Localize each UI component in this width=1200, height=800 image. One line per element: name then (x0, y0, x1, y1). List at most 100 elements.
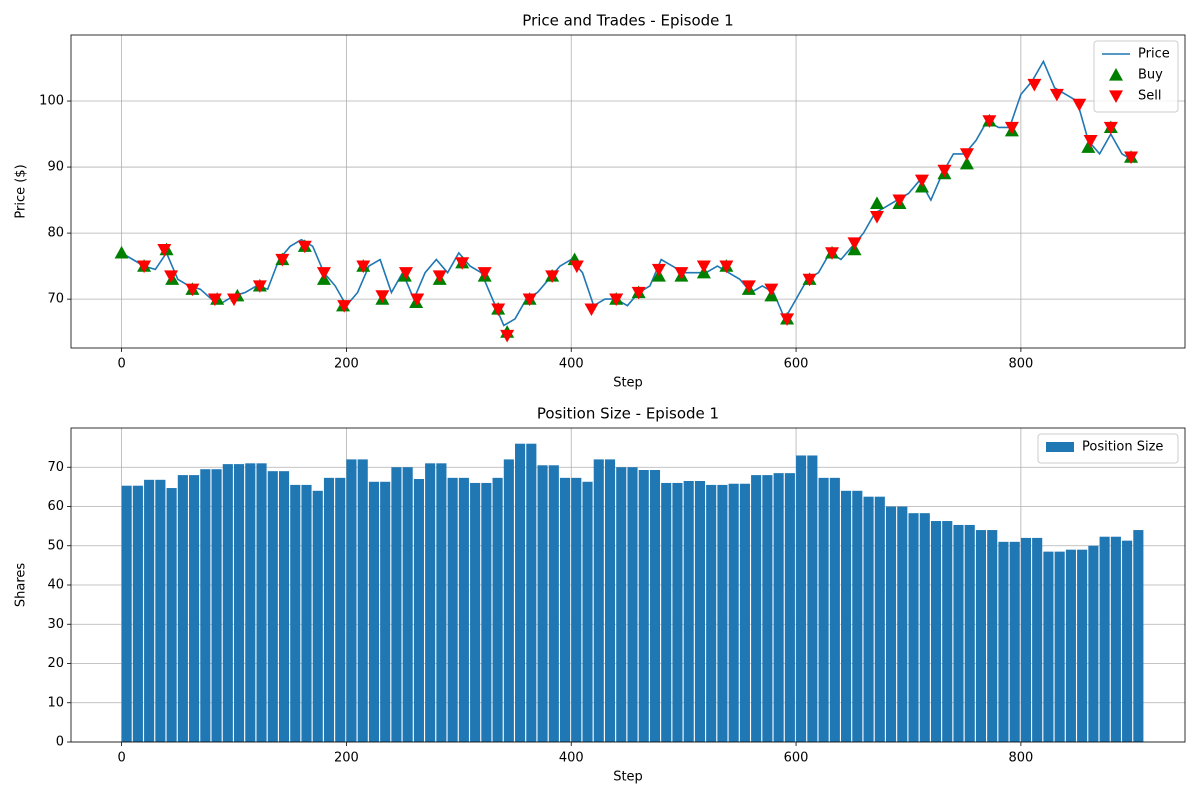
bar (863, 496, 874, 742)
sell-marker (226, 293, 241, 307)
legend-label: Position Size (1082, 440, 1163, 455)
bar (447, 477, 458, 742)
sell-marker (892, 194, 907, 208)
sell-marker (398, 267, 413, 280)
axes-frame (70, 427, 1186, 743)
sell-marker (455, 257, 470, 270)
bar (380, 481, 391, 742)
buy-marker (114, 245, 129, 259)
x-tick-label: 200 (334, 751, 359, 766)
x-tick-label: 800 (1008, 357, 1033, 372)
subplot: 0 200 400 600 800 70 80 90 100 Price and Trades -… (14, 12, 1186, 391)
sell-marker (869, 210, 884, 224)
sell-marker (164, 270, 179, 284)
bar (1043, 551, 1054, 742)
sell-marker (410, 293, 425, 307)
bar (166, 488, 177, 742)
sell-marker (185, 283, 200, 297)
bar (897, 506, 908, 742)
x-tick-label: 400 (559, 357, 584, 372)
bar (267, 471, 278, 742)
bar (694, 480, 706, 742)
bar (784, 473, 795, 742)
x-tick-label: 600 (784, 751, 809, 766)
bar (278, 471, 290, 742)
sell-marker (959, 148, 974, 161)
sell-marker (545, 270, 560, 284)
sell-marker (1103, 121, 1118, 135)
bar (1077, 549, 1088, 742)
sell-marker (157, 244, 172, 257)
sell-marker (609, 293, 624, 307)
bar (661, 482, 672, 742)
sell-marker (982, 115, 997, 128)
subplot: 0 200 400 600 800 0 10 20 30 40 50 60 70 Position Siz… (14, 405, 1186, 785)
y-tick-label: 60 (47, 499, 64, 514)
x-tick-label: 800 (1008, 751, 1033, 766)
bar (874, 496, 885, 742)
legend-swatch (1046, 442, 1074, 452)
sell-marker (1004, 121, 1019, 135)
sell-marker (696, 260, 711, 274)
bar (503, 459, 514, 742)
bar (211, 469, 222, 742)
bar (481, 482, 492, 742)
bar (413, 479, 424, 742)
bar (908, 513, 919, 742)
sell-marker (356, 260, 371, 274)
bar (953, 524, 964, 742)
buy-marker (1081, 140, 1096, 153)
bar (312, 490, 323, 742)
bar (357, 459, 368, 742)
bar (189, 475, 200, 742)
buy-marker (869, 196, 884, 209)
bar (1009, 541, 1020, 742)
y-tick-label: 80 (47, 226, 64, 241)
legend-box (1037, 433, 1179, 464)
bar (942, 521, 953, 742)
sell-marker (741, 280, 756, 293)
bar (222, 464, 233, 742)
y-tick-label: 90 (47, 160, 64, 175)
bar (301, 484, 312, 742)
y-tick-label: 30 (47, 617, 64, 632)
sell-marker (477, 267, 492, 280)
bar (470, 482, 481, 742)
legend: Price Buy Sell (1093, 40, 1179, 113)
bar (818, 477, 829, 742)
sell-marker (584, 303, 599, 317)
bar (649, 469, 661, 742)
bar (537, 465, 548, 742)
bar (425, 463, 436, 742)
x-axis-label: Step (613, 770, 643, 785)
bar (796, 455, 807, 742)
bar (739, 483, 750, 742)
y-tick-label: 100 (39, 94, 64, 109)
bar (402, 467, 413, 742)
y-tick-label: 40 (47, 578, 64, 593)
sell-marker (316, 267, 331, 280)
sell-marker (1072, 98, 1087, 112)
bar (256, 463, 267, 742)
bar (987, 530, 998, 742)
bar (121, 485, 132, 742)
legend: Position Size (1037, 433, 1179, 464)
bar (323, 477, 335, 742)
bar (335, 477, 346, 742)
sell-marker (847, 237, 862, 251)
bar (683, 480, 694, 742)
bar (1088, 545, 1099, 742)
bar (233, 464, 245, 742)
sell-marker (802, 273, 817, 287)
bar (717, 484, 728, 742)
bar (346, 459, 357, 742)
chart-title: Position Size - Episode 1 (537, 405, 719, 423)
bar (571, 477, 582, 742)
legend-marker (1109, 68, 1123, 81)
bar (762, 475, 773, 742)
sell-marker (1083, 135, 1098, 148)
bar (604, 459, 616, 742)
y-tick-label: 70 (47, 460, 64, 475)
sell-marker (780, 313, 795, 326)
